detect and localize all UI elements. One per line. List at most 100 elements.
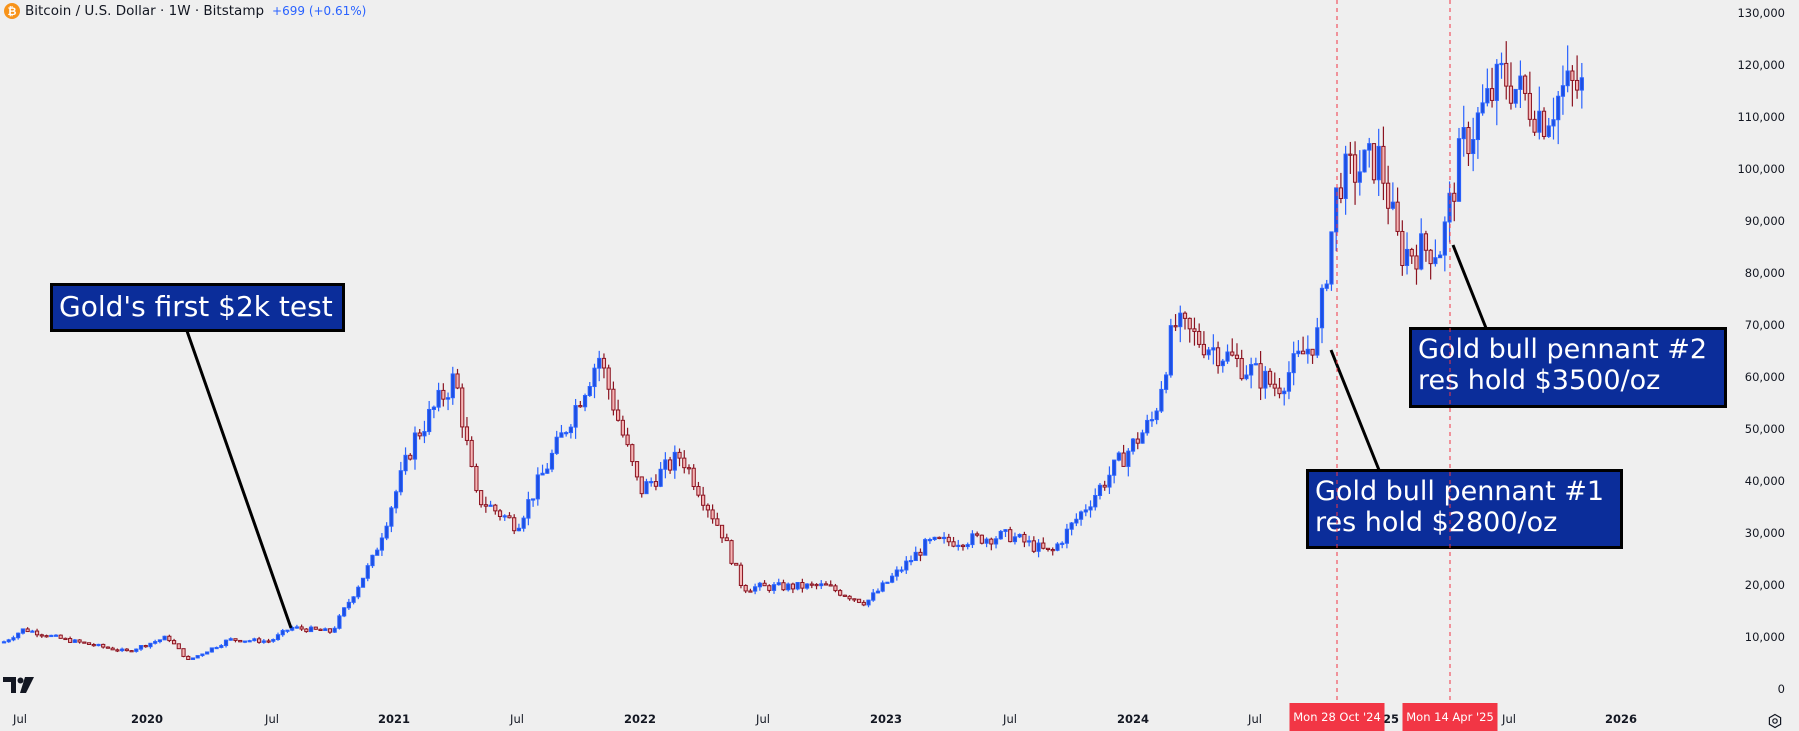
- candle: [1357, 150, 1362, 196]
- candle: [195, 655, 200, 659]
- date-marker-tag[interactable]: Mon 28 Oct '24: [1289, 703, 1385, 731]
- annotation-pointer-line[interactable]: [185, 330, 293, 629]
- candle: [1178, 305, 1183, 343]
- candle: [1088, 500, 1093, 518]
- candle: [1036, 539, 1041, 558]
- candle: [365, 563, 370, 582]
- candle: [1008, 526, 1013, 543]
- candle: [318, 628, 323, 632]
- candle: [1556, 91, 1561, 145]
- candle: [1126, 448, 1131, 477]
- candle: [11, 635, 16, 642]
- candle: [1315, 317, 1320, 359]
- candle: [644, 478, 649, 495]
- candle: [308, 625, 314, 633]
- candle: [1149, 411, 1155, 427]
- candle: [1310, 348, 1315, 364]
- candle: [1277, 378, 1282, 399]
- annotation-text: Gold bull pennant #1: [1315, 476, 1605, 507]
- candle: [228, 637, 233, 641]
- time-tick-label: 2026: [1604, 712, 1638, 726]
- candle: [181, 648, 186, 658]
- candle: [327, 628, 333, 634]
- candle: [1324, 279, 1329, 292]
- candle: [1527, 71, 1532, 127]
- candle: [663, 452, 668, 479]
- candle: [767, 584, 772, 593]
- price-tick-label: 90,000: [1744, 214, 1785, 228]
- candle: [842, 594, 847, 597]
- candle: [1390, 182, 1395, 211]
- candle: [582, 393, 588, 412]
- candle: [6, 638, 11, 643]
- candle: [927, 537, 933, 544]
- candle: [1074, 513, 1079, 527]
- candle: [91, 643, 96, 647]
- candle: [68, 636, 73, 643]
- candle: [1258, 351, 1263, 401]
- candle: [1319, 284, 1325, 344]
- price-tick-label: 130,000: [1737, 6, 1785, 20]
- candle: [1301, 336, 1306, 355]
- candle: [639, 476, 644, 498]
- candle: [606, 364, 611, 400]
- candle: [748, 588, 753, 593]
- candle: [1069, 522, 1074, 536]
- candle: [356, 585, 361, 600]
- candle: [49, 634, 54, 638]
- candle: [786, 582, 791, 592]
- candle: [781, 579, 786, 592]
- candle: [1348, 141, 1353, 174]
- candle: [568, 424, 573, 439]
- candle: [233, 638, 238, 643]
- time-tick-label: Jul: [1248, 712, 1262, 726]
- settings-gear-icon[interactable]: [1767, 713, 1783, 729]
- candle: [1570, 65, 1575, 107]
- candle: [521, 515, 526, 532]
- candle: [205, 651, 210, 655]
- candle: [890, 572, 895, 584]
- time-tick-label: 2020: [130, 712, 164, 726]
- candle: [110, 646, 115, 651]
- candle: [275, 632, 281, 641]
- price-tick-label: 30,000: [1744, 526, 1785, 540]
- candle: [1164, 371, 1169, 394]
- candle: [1414, 244, 1419, 285]
- candle: [1282, 387, 1287, 406]
- annotation-callout[interactable]: Gold bull pennant #1 res hold $2800/oz: [1306, 469, 1623, 549]
- symbol-title[interactable]: Bitcoin / U.S. Dollar · 1W · Bitstamp: [25, 3, 265, 19]
- candle: [1428, 249, 1433, 280]
- candle: [1145, 414, 1150, 436]
- time-tick-label: 25: [1382, 712, 1400, 726]
- candle: [1433, 239, 1438, 267]
- candle: [1575, 55, 1580, 99]
- candle: [1050, 547, 1055, 556]
- price-tick-label: 20,000: [1744, 578, 1785, 592]
- annotation-pointer-line[interactable]: [1329, 349, 1381, 471]
- date-marker-tag[interactable]: Mon 14 Apr '25: [1402, 703, 1498, 731]
- candle: [516, 523, 522, 532]
- candle: [649, 477, 654, 487]
- candle: [1352, 141, 1358, 205]
- candle: [1513, 88, 1518, 108]
- candle: [25, 627, 30, 633]
- annotation-callout[interactable]: Gold's first $2k test: [50, 283, 345, 332]
- candle: [611, 381, 616, 416]
- candle: [337, 614, 342, 630]
- time-tick-label: Jul: [13, 712, 27, 726]
- tradingview-logo[interactable]: [3, 676, 37, 694]
- price-tick-label: 120,000: [1737, 58, 1785, 72]
- annotation-callout[interactable]: Gold bull pennant #2 res hold $3500/oz: [1409, 327, 1727, 408]
- candle: [738, 562, 744, 589]
- candle: [880, 580, 885, 593]
- candle: [1244, 365, 1249, 381]
- candle: [998, 529, 1003, 540]
- candle: [1546, 117, 1551, 139]
- annotation-pointer-line[interactable]: [1451, 244, 1488, 329]
- candle: [445, 392, 451, 411]
- candle: [691, 464, 696, 491]
- candle: [474, 463, 479, 493]
- candle: [1400, 220, 1405, 276]
- candle: [1230, 338, 1235, 357]
